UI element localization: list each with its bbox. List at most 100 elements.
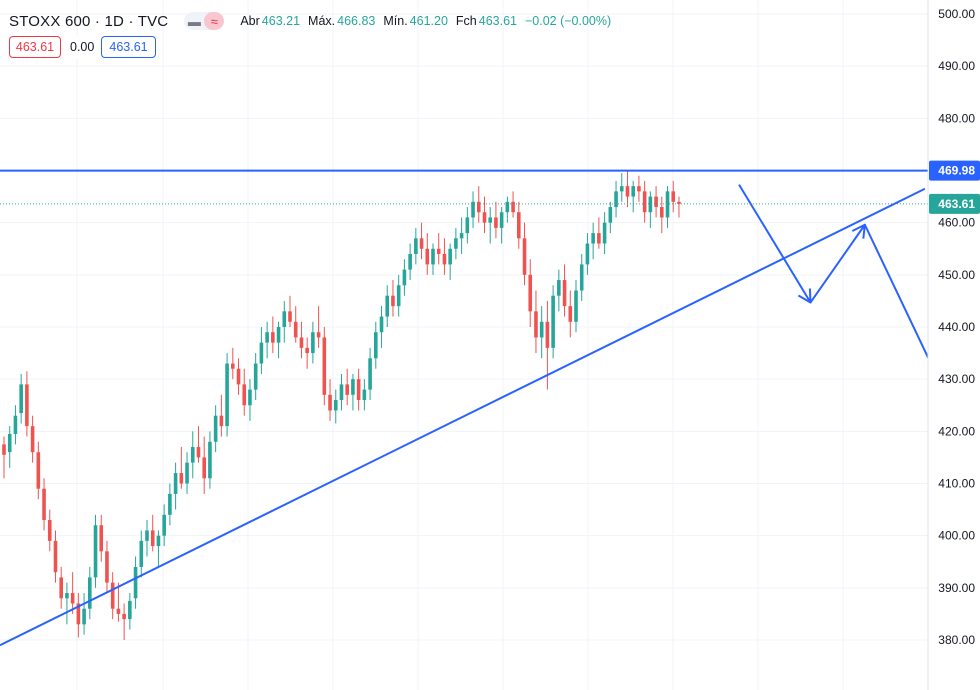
candle-body: [231, 363, 235, 369]
candle-body: [99, 525, 104, 552]
candle-body: [545, 321, 550, 348]
candle-body: [219, 415, 224, 427]
candle-body: [76, 603, 81, 625]
close-value: 463.61: [478, 14, 517, 28]
low-label: Mín.: [383, 14, 408, 28]
buy-button[interactable]: 463.61: [101, 36, 156, 58]
sell-button[interactable]: 463.61: [9, 36, 61, 58]
candle-body: [482, 212, 487, 223]
candle-body: [448, 248, 452, 265]
drawings[interactable]: [0, 169, 950, 647]
candle-body: [625, 186, 630, 197]
price-tick-label: 420.00: [938, 424, 975, 438]
price-tick-label: 400.00: [938, 529, 975, 543]
minus-icon[interactable]: ▬: [187, 13, 201, 29]
candle-body: [42, 488, 46, 521]
candle-body: [19, 384, 23, 414]
candle-body: [499, 212, 504, 228]
candle-body: [431, 248, 435, 265]
candle-body: [25, 384, 29, 427]
candle-body: [88, 577, 92, 609]
arrow-head[interactable]: [851, 223, 866, 239]
high-label: Máx.: [308, 14, 336, 28]
candle-body: [494, 217, 498, 228]
candle-body: [47, 520, 52, 541]
candle-body: [602, 222, 607, 244]
candles: [2, 170, 681, 640]
chart-grid: [0, 0, 928, 690]
candle-body: [162, 514, 166, 536]
last-price-label: 463.61: [938, 197, 975, 211]
candle-body: [385, 295, 390, 317]
spread-value: 0.00: [70, 36, 98, 58]
candle-body: [345, 384, 349, 395]
candle-body: [368, 358, 372, 390]
price-tick-label: 480.00: [938, 111, 975, 125]
candle-body: [471, 201, 475, 218]
candle-body: [614, 191, 618, 208]
candle-body: [465, 217, 470, 234]
candle-body: [648, 196, 653, 213]
candle-body: [305, 347, 309, 354]
market-status-icon[interactable]: ≈: [204, 12, 225, 30]
candle-body: [488, 217, 492, 223]
candle-body: [202, 457, 206, 479]
candle-body: [333, 400, 338, 411]
candle-body: [179, 473, 184, 484]
candle-body: [248, 389, 252, 406]
candle-body: [36, 452, 41, 489]
candle-body: [419, 238, 424, 249]
candle-body: [459, 233, 464, 239]
trendline[interactable]: [0, 187, 926, 647]
candle-body: [328, 394, 332, 411]
candle-body: [110, 582, 115, 609]
price-tick-label: 390.00: [938, 581, 975, 595]
candle-body: [608, 207, 613, 223]
candle-body: [293, 321, 298, 338]
candle-body: [642, 191, 647, 213]
candle-body: [139, 540, 144, 567]
visibility-toggle[interactable]: ▬ ≈: [184, 12, 225, 30]
horizontal-line-price-label: 469.98: [938, 164, 975, 178]
candle-body: [253, 363, 258, 390]
candle-body: [236, 368, 241, 385]
price-tick-label: 450.00: [938, 268, 975, 282]
candle-body: [597, 233, 601, 244]
candle-body: [282, 311, 287, 327]
candle-body: [436, 248, 441, 254]
price-tick-label: 500.00: [938, 7, 975, 21]
candle-body: [528, 274, 533, 312]
candle-body: [265, 332, 269, 343]
arrow-head[interactable]: [797, 288, 812, 304]
candle-body: [116, 608, 121, 614]
candle-body: [619, 186, 624, 192]
candle-body: [505, 201, 510, 213]
candle-body: [145, 530, 149, 541]
high-value: 466.83: [337, 14, 376, 28]
candle-body: [150, 530, 155, 547]
change-value: −0.02 (−0.00%): [524, 14, 612, 28]
price-tick-label: 440.00: [938, 320, 975, 334]
candle-body: [511, 201, 515, 213]
low-value: 461.20: [409, 14, 448, 28]
candle-body: [208, 441, 212, 479]
candle-body: [59, 577, 63, 599]
candle-body: [133, 566, 138, 599]
candle-body: [396, 285, 401, 307]
candle-body: [276, 327, 281, 343]
candle-body: [30, 426, 35, 453]
candle-body: [65, 593, 69, 599]
candle-body: [660, 207, 664, 218]
candle-body: [242, 384, 247, 406]
candle-body: [665, 191, 670, 218]
symbol-title[interactable]: STOXX 600 · 1D · TVC: [9, 12, 169, 30]
open-value: 463.21: [261, 14, 301, 28]
projection-path[interactable]: [738, 184, 949, 400]
candle-body: [579, 264, 584, 291]
candle-body: [196, 446, 201, 458]
candle-body: [351, 379, 355, 395]
price-axis[interactable]: 380.00 390.00 400.00 410.00 420.00 430.00 440.…: [927, 0, 980, 690]
candle-body: [105, 551, 109, 583]
candle-body: [82, 608, 86, 625]
